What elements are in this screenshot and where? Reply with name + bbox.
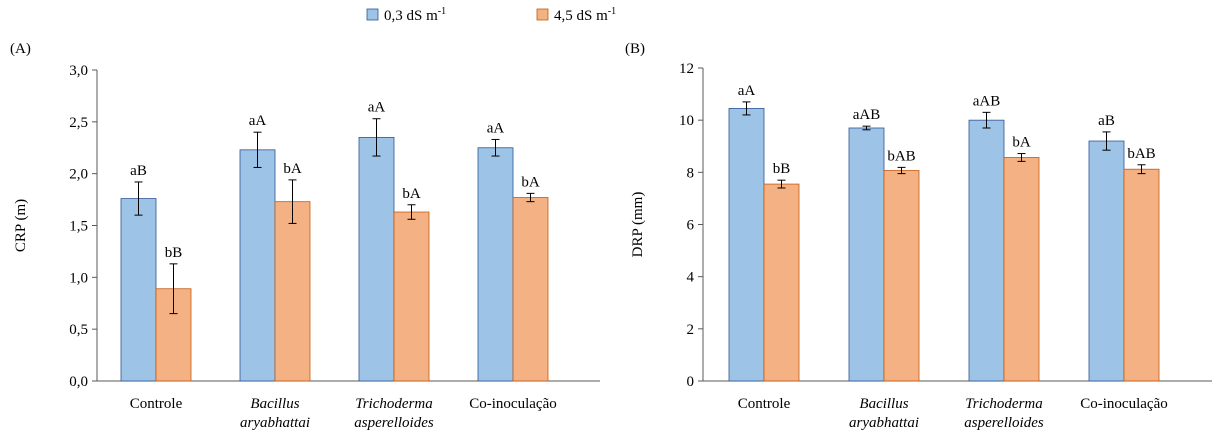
- y-tick-label: 2,5: [69, 115, 88, 131]
- data-label: bAB: [1127, 146, 1155, 162]
- y-tick-label: 1,0: [69, 270, 88, 286]
- bar: [358, 136, 395, 382]
- data-label: bA: [1012, 135, 1031, 151]
- y-tick-label: 0,0: [69, 374, 88, 390]
- data-label: aA: [738, 83, 756, 99]
- bar: [1003, 157, 1040, 382]
- y-tick-label: 0: [687, 374, 695, 390]
- bar: [274, 201, 311, 382]
- y-tick-label: 2: [687, 322, 695, 338]
- y-tick-label: 0,5: [69, 322, 88, 338]
- panel-label: (B): [625, 41, 645, 57]
- y-tick-label: 6: [687, 218, 695, 234]
- x-tick-label: Co-inoculação: [1080, 396, 1167, 412]
- bar: [1088, 140, 1125, 382]
- bar: [763, 183, 800, 382]
- y-axis-label: CRP (m): [13, 199, 29, 252]
- data-label: aB: [130, 163, 147, 179]
- y-tick-label: 3,0: [69, 63, 88, 79]
- data-label: aB: [1098, 113, 1115, 129]
- x-tick-label: Bacillus aryabhattai: [240, 396, 310, 431]
- y-tick-label: 2,0: [69, 167, 88, 183]
- bar: [848, 127, 885, 382]
- data-label: aA: [368, 100, 386, 116]
- legend: 0,3 dS m-1 4,5 dS m-1: [366, 6, 616, 24]
- y-tick-label: 4: [687, 270, 695, 286]
- bar: [1123, 168, 1160, 382]
- bar: [239, 149, 276, 382]
- y-tick-label: 1,5: [69, 219, 88, 235]
- y-tick-label: 12: [679, 61, 694, 77]
- x-tick-label: Trichoderma asperelloides: [964, 396, 1044, 431]
- x-tick-label: Bacillus aryabhattai: [849, 396, 919, 431]
- chart-panel-a: (A) 0,0 0,5 1,0 1,5 2,0 2,5 3,0 CRP (m) Controle a…: [10, 41, 600, 431]
- data-label: bB: [165, 245, 183, 261]
- panel-label: (A): [10, 41, 31, 57]
- bar: [728, 108, 765, 382]
- legend-label-series-2: 4,5 dS m-1: [554, 6, 616, 24]
- y-tick-label: 8: [687, 165, 695, 181]
- data-label: aAB: [853, 107, 881, 123]
- legend-swatch-series-1: [366, 8, 379, 21]
- data-label: bAB: [887, 148, 915, 164]
- y-tick-label: 10: [679, 113, 694, 129]
- x-tick-label: Co-inoculação: [469, 396, 556, 412]
- x-tick-label: Controle: [738, 396, 791, 412]
- bar: [393, 211, 430, 382]
- x-tick-label: Controle: [130, 396, 183, 412]
- legend-label-series-1: 0,3 dS m-1: [384, 6, 446, 24]
- data-label: aA: [249, 113, 267, 129]
- bar: [883, 170, 920, 382]
- data-label: aAB: [973, 93, 1001, 109]
- data-label: bA: [402, 186, 421, 202]
- x-tick-label: Trichoderma asperelloides: [354, 396, 434, 431]
- data-label: bA: [521, 174, 540, 190]
- chart-panel-b: (B) 0 2 4 6 8 10 12 DRP (mm) Controle aA bB Bacillus…: [625, 41, 1212, 431]
- legend-swatch-series-2: [536, 8, 549, 21]
- bar: [968, 119, 1005, 382]
- bar: [120, 198, 157, 382]
- data-label: bA: [283, 161, 302, 177]
- data-label: bB: [773, 161, 791, 177]
- bar: [477, 147, 514, 382]
- data-label: aA: [487, 120, 505, 136]
- bar: [512, 197, 549, 382]
- y-axis-label: DRP (mm): [630, 192, 646, 258]
